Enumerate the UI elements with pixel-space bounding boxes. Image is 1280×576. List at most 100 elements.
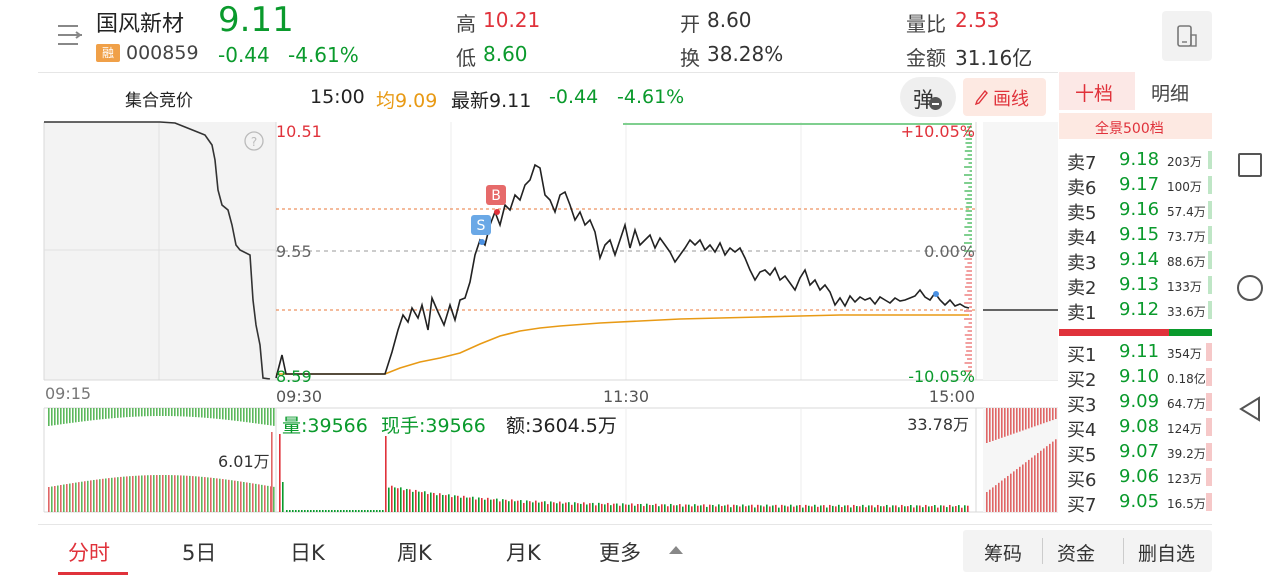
full-view-link[interactable]: 全景500档 — [1059, 113, 1212, 139]
volume-bar — [421, 492, 423, 512]
depth-bar — [967, 262, 972, 264]
auction-sell-bar — [111, 408, 113, 419]
tab-ten-levels-label: 十档 — [1075, 83, 1114, 105]
auction-volume-bar — [207, 477, 209, 512]
buy-marker[interactable]: B — [486, 185, 506, 205]
auction-volume-bar — [201, 476, 203, 512]
chips-button[interactable]: 筹码 — [984, 543, 1023, 565]
help-icon-glyph: ? — [251, 135, 257, 149]
volume-bar — [337, 510, 339, 512]
volume-bar — [862, 504, 864, 512]
intraday-chart[interactable]: ? B S 10.51 9.55 8.59 +10.05% 0.00% -1 — [0, 118, 1058, 528]
volume-bar — [664, 504, 666, 512]
bid-row[interactable]: 买6 9.06 123万 — [1059, 465, 1212, 491]
depth-bar — [969, 178, 972, 180]
nav-back-button[interactable] — [1238, 396, 1262, 426]
ask-row[interactable]: 卖2 9.13 133万 — [1059, 273, 1212, 299]
bid-row[interactable]: 买3 9.09 64.7万 — [1059, 390, 1212, 416]
auction-sell-bar — [246, 408, 248, 423]
auction-volume-bar — [237, 481, 239, 512]
depth-bar — [969, 374, 972, 376]
auction-sell-bar — [231, 408, 233, 421]
tab-more[interactable]: 更多 — [599, 541, 641, 565]
volume-bar — [913, 507, 915, 512]
level-volume-bar — [1208, 176, 1212, 194]
level-label: 买2 — [1067, 370, 1097, 391]
ask-row[interactable]: 卖1 9.12 33.6万 — [1059, 298, 1212, 324]
tab-detail[interactable]: 明细 — [1135, 72, 1212, 110]
volume-bar — [457, 495, 459, 512]
auction-sell-bar — [204, 408, 206, 418]
bid-row[interactable]: 买2 9.10 0.18亿 — [1059, 365, 1212, 391]
post-volume-bar — [989, 489, 991, 512]
tab-month-k[interactable]: 月K — [506, 541, 541, 565]
volume-bar — [568, 502, 570, 512]
volume-bar — [409, 489, 411, 512]
volume-bar — [598, 502, 600, 512]
ask-row[interactable]: 卖3 9.14 88.6万 — [1059, 248, 1212, 274]
volume-bar — [454, 495, 456, 512]
funds-button[interactable]: 资金 — [1057, 543, 1096, 565]
tab-day-k[interactable]: 日K — [290, 541, 325, 565]
volume-bar — [577, 503, 579, 512]
level-volume-bar — [1208, 226, 1212, 244]
action-divider-1 — [1042, 538, 1043, 564]
volume-bar — [691, 506, 693, 512]
tab-week-k[interactable]: 周K — [397, 541, 432, 565]
auction-sell-bar — [114, 408, 116, 419]
post-volume-bar — [995, 485, 997, 512]
help-icon[interactable]: ? — [244, 131, 264, 151]
level-label: 卖6 — [1067, 178, 1097, 199]
bid-row[interactable]: 买1 9.11 354万 — [1059, 340, 1212, 366]
post-volume-bar — [1046, 446, 1048, 512]
bid-row[interactable]: 买7 9.05 16.5万 — [1059, 490, 1212, 516]
back-triangle-icon — [1239, 396, 1260, 422]
time-label-close: 15:00 — [929, 387, 975, 406]
auction-sell-bar — [123, 408, 125, 418]
volume-bar — [379, 510, 381, 512]
remove-watchlist-button[interactable]: 删自选 — [1138, 543, 1196, 565]
auction-sell-bar — [267, 408, 269, 426]
draw-line-button[interactable]: 画线 — [963, 78, 1046, 116]
ask-row[interactable]: 卖5 9.16 57.4万 — [1059, 198, 1212, 224]
level-label: 买6 — [1067, 470, 1097, 491]
ask-row[interactable]: 卖7 9.18 203万 — [1059, 148, 1212, 174]
menu-icon[interactable] — [56, 22, 84, 48]
level-label: 卖4 — [1067, 228, 1097, 249]
volume-bar — [775, 504, 777, 512]
volume-bar — [880, 506, 882, 512]
volume-bar — [391, 485, 393, 512]
volume-bar — [643, 506, 645, 512]
tab-detail-label: 明细 — [1151, 83, 1190, 105]
volume-spike-bar — [385, 436, 387, 512]
popup-button[interactable]: 弹 — [900, 77, 956, 117]
volume-bar — [508, 501, 510, 512]
caret-up-icon[interactable] — [669, 546, 683, 554]
sell-marker[interactable]: S — [471, 215, 491, 235]
auction-volume-bar — [195, 476, 197, 512]
auction-sell-bar — [132, 408, 134, 417]
nav-home-button[interactable] — [1237, 275, 1263, 301]
volume-bar — [325, 510, 327, 512]
tab-intraday[interactable]: 分时 — [58, 532, 128, 576]
pct-axis-mid: 0.00% — [924, 242, 975, 261]
post-volume-bar — [1022, 464, 1024, 512]
volume-bar — [472, 496, 474, 512]
ask-row[interactable]: 卖6 9.17 100万 — [1059, 173, 1212, 199]
bid-row[interactable]: 买4 9.08 124万 — [1059, 415, 1212, 441]
volume-bar — [397, 488, 399, 512]
volume-bar — [919, 505, 921, 512]
level-price: 9.17 — [1119, 174, 1160, 195]
auction-volume-label: 6.01万 — [218, 452, 270, 471]
auction-sell-bar — [105, 408, 107, 419]
volume-bar — [304, 510, 306, 512]
post-volume-bar — [1028, 459, 1030, 512]
nav-recent-button[interactable] — [1238, 153, 1262, 177]
tab-5day[interactable]: 5日 — [182, 541, 217, 565]
ask-row[interactable]: 卖4 9.15 73.7万 — [1059, 223, 1212, 249]
rotate-screen-button[interactable] — [1162, 11, 1212, 61]
volume-bar — [487, 497, 489, 512]
bid-row[interactable]: 买5 9.07 39.2万 — [1059, 440, 1212, 466]
tab-ten-levels[interactable]: 十档 — [1059, 72, 1135, 110]
auction-sell-bar — [159, 408, 161, 417]
